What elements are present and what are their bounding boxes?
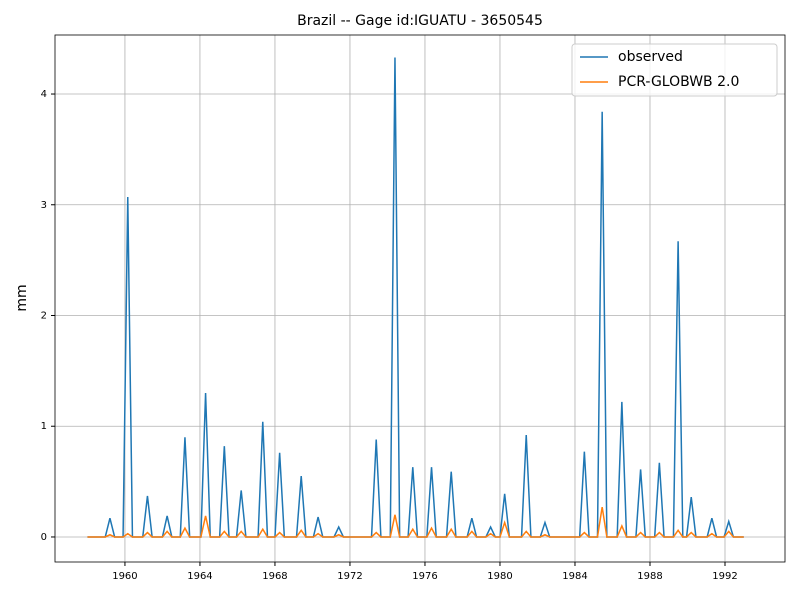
x-tick-label: 1984: [562, 571, 587, 582]
x-tick-label: 1992: [712, 571, 737, 582]
data-line: [87, 57, 744, 538]
x-tick-label: 1972: [337, 571, 362, 582]
y-tick-label: 2: [41, 310, 47, 321]
legend-label: PCR-GLOBWB 2.0: [618, 74, 739, 90]
x-tick-label: 1968: [262, 571, 287, 582]
x-tick-label: 1976: [412, 571, 437, 582]
x-tick-label: 1988: [637, 571, 662, 582]
y-tick-label: 4: [41, 89, 47, 100]
y-tick-label: 3: [41, 200, 47, 211]
x-tick-label: 1960: [112, 571, 137, 582]
x-tick-label: 1964: [187, 571, 212, 582]
data-line: [87, 506, 744, 538]
legend-label: observed: [618, 49, 683, 65]
y-tick-label: 0: [41, 532, 47, 543]
plot-frame: [54, 34, 786, 563]
legend-box: [571, 43, 778, 97]
y-tick-label: 1: [41, 421, 47, 432]
y-axis-label: mm: [14, 284, 30, 311]
x-tick-label: 1980: [487, 571, 512, 582]
chart-title: Brazil -- Gage id:IGUATU - 3650545: [297, 13, 543, 29]
